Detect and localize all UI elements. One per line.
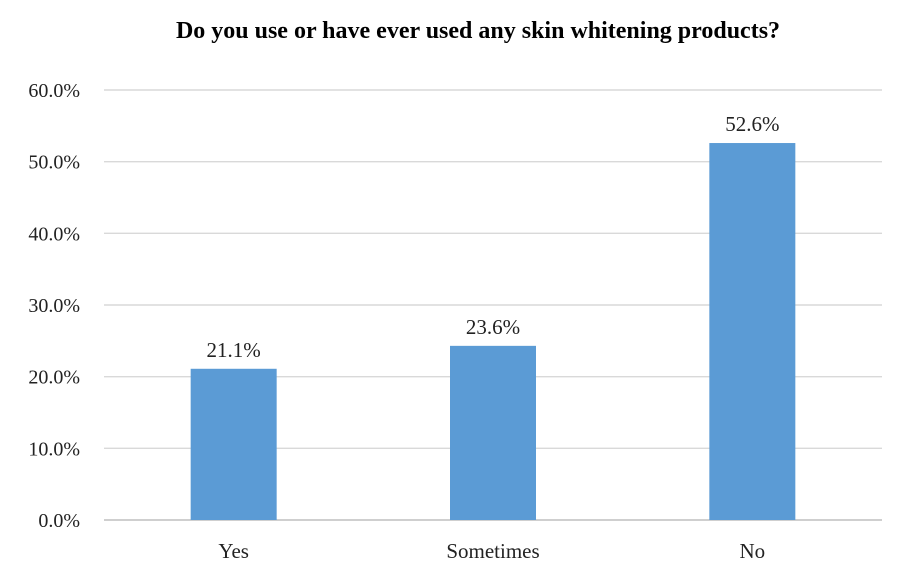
y-tick-label: 10.0% (28, 438, 80, 460)
category-label: Yes (218, 539, 249, 563)
data-labels: 21.1% 23.6% 52.6% (207, 112, 780, 362)
bar (190, 368, 277, 520)
data-label: 21.1% (207, 338, 261, 362)
chart-title: Do you use or have ever used any skin wh… (176, 18, 780, 44)
y-tick-label: 20.0% (28, 367, 80, 389)
category-label: Sometimes (446, 539, 539, 563)
y-tick-label: 50.0% (28, 152, 80, 174)
y-tick-label: 30.0% (28, 295, 80, 317)
data-label: 23.6% (466, 315, 520, 339)
bar (709, 143, 796, 521)
bar (450, 345, 536, 520)
y-tick-label: 60.0% (28, 80, 80, 102)
y-axis-ticks: 0.0% 10.0% 20.0% 30.0% 40.0% 50.0% 60.0% (28, 80, 80, 532)
category-labels: Yes Sometimes No (218, 539, 765, 563)
y-tick-label: 40.0% (28, 223, 80, 245)
category-label: No (739, 539, 765, 563)
y-tick-label: 0.0% (38, 510, 80, 532)
bars (190, 143, 796, 521)
data-label: 52.6% (725, 112, 779, 136)
